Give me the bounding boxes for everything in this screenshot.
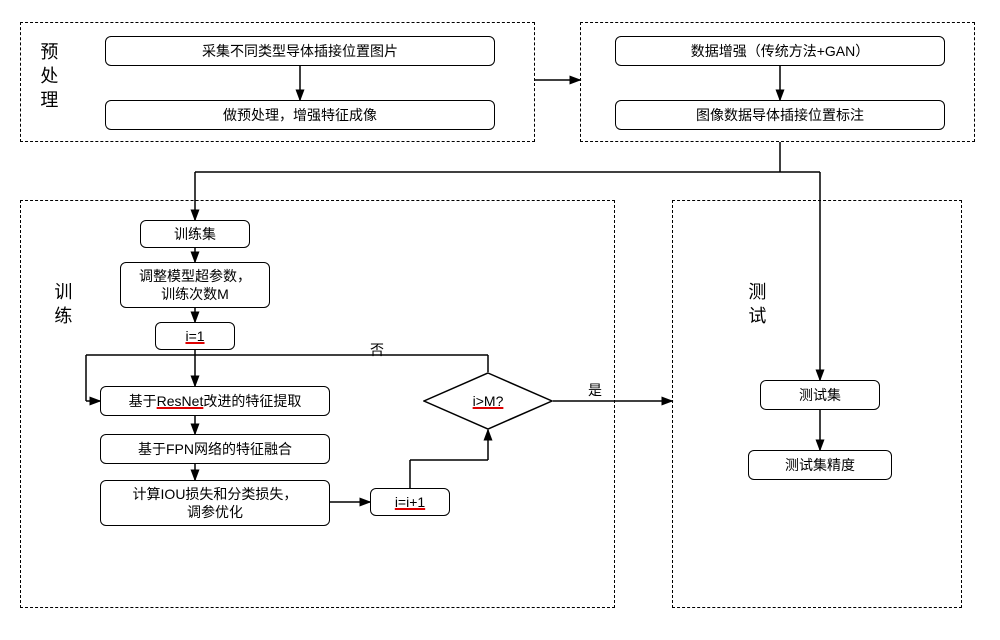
group-label-test: 测试 xyxy=(740,282,772,330)
node-n8: 基于ResNet改进的特征提取 xyxy=(100,386,330,416)
group-label-preprocess: 预处理 xyxy=(32,42,64,114)
node-n2: 做预处理，增强特征成像 xyxy=(105,100,495,130)
node-n9: 基于FPN网络的特征融合 xyxy=(100,434,330,464)
decision-diamond: i>M? xyxy=(423,372,553,430)
node-n6: 调整模型超参数，训练次数M xyxy=(120,262,270,308)
node-n11: i=i+1 xyxy=(370,488,450,516)
decision-label: i>M? xyxy=(473,393,504,409)
node-n4: 图像数据导体插接位置标注 xyxy=(615,100,945,130)
group-label-train: 训练 xyxy=(46,282,78,330)
label-no: 否 xyxy=(370,340,384,360)
node-n7: i=1 xyxy=(155,322,235,350)
node-n12: 测试集 xyxy=(760,380,880,410)
node-n13: 测试集精度 xyxy=(748,450,892,480)
node-n3: 数据增强（传统方法+GAN） xyxy=(615,36,945,66)
node-n1: 采集不同类型导体插接位置图片 xyxy=(105,36,495,66)
node-n5: 训练集 xyxy=(140,220,250,248)
node-n10: 计算IOU损失和分类损失，调参优化 xyxy=(100,480,330,526)
label-yes: 是 xyxy=(588,380,602,400)
